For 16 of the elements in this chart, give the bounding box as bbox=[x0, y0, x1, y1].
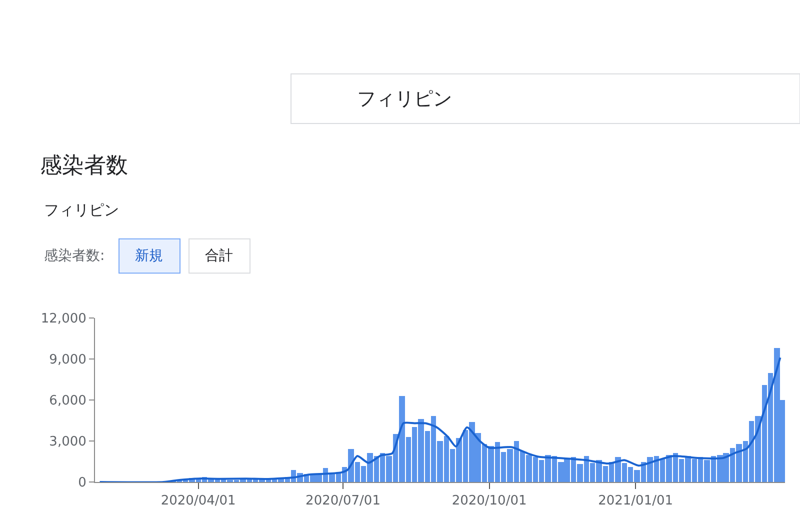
x-tick-label: 2020/10/01 bbox=[452, 494, 527, 509]
chart-subtitle: フィリピン bbox=[44, 201, 119, 219]
text: 感染者数: bbox=[44, 248, 105, 264]
line-series bbox=[98, 356, 782, 482]
x-tick-label: 2020/04/01 bbox=[160, 494, 236, 509]
y-tick-label: 12,000 bbox=[40, 312, 86, 327]
y-tick-label: 9,000 bbox=[49, 352, 86, 368]
text: 新規 bbox=[135, 248, 163, 264]
y-tick-label: 6,000 bbox=[49, 394, 86, 409]
text: フィリピン bbox=[357, 88, 452, 110]
chart-title: 感染者数 bbox=[40, 154, 128, 179]
x-tick-label: 2020/07/01 bbox=[306, 494, 380, 509]
y-tick-label: 3,000 bbox=[49, 434, 86, 450]
x-tick-label: 2021/01/01 bbox=[598, 494, 674, 509]
text: 合計 bbox=[205, 248, 233, 264]
y-tick-label: 0 bbox=[78, 476, 86, 491]
